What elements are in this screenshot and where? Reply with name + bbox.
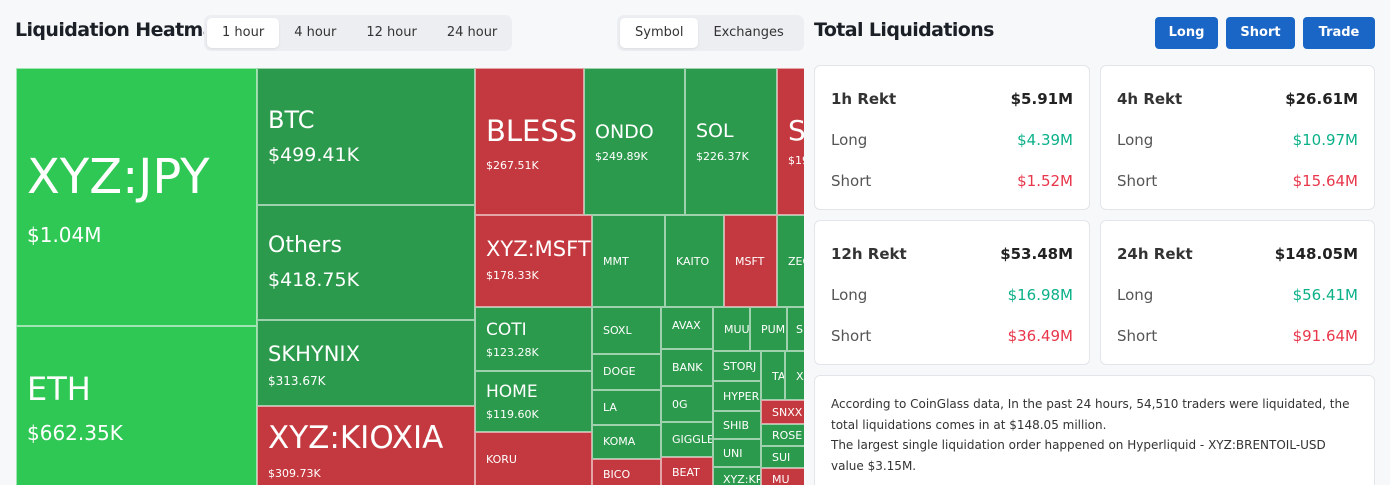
long-label: Long [1117,286,1154,304]
long-label: Long [831,286,868,304]
heatmap-tile[interactable]: STORJ [713,351,761,381]
heatmap-tile[interactable]: AVAX [661,307,713,349]
tab-4-hour[interactable]: 4 hour [294,25,337,40]
card-label: 24h Rekt [1117,245,1193,263]
total-liquidations-title: Total Liquidations [814,19,994,41]
card-label: 4h Rekt [1117,90,1183,108]
view-selector: Symbol Exchanges [617,15,804,51]
card-total: $5.91M [1010,90,1073,108]
liquidation-summary: According to CoinGlass data, In the past… [814,375,1375,485]
heatmap-tile[interactable]: 0G [661,386,713,422]
rekt-card-24h: 24h Rekt $148.05M Long $56.41M Short $91.64… [1100,220,1375,365]
heatmap-tile[interactable]: ZEC [777,215,804,307]
heatmap-tile[interactable]: SHIB [713,411,761,439]
card-label: 12h Rekt [831,245,907,263]
heatmap-tile[interactable]: UNI [713,439,761,467]
short-label: Short [831,327,872,345]
heatmap-tile[interactable]: MU [761,468,804,485]
heatmap-tile[interactable]: KOMA [592,425,661,459]
tab-symbol[interactable]: Symbol [620,18,699,48]
heatmap-tile[interactable]: KORU [475,432,592,485]
heatmap-tile[interactable]: ONDO $249.89K [584,68,685,215]
heatmap-tile[interactable]: ETH $662.35K [16,326,257,485]
heatmap-tile[interactable]: HOME $119.60K [475,371,592,432]
heatmap-tile[interactable]: BTC $499.41K [257,68,475,205]
short-label: Short [831,172,872,190]
long-value: $10.97M [1292,131,1358,149]
summary-largest-order: The largest single liquidation order hap… [831,438,1326,473]
heatmap-tile[interactable]: XYZ:MSFT $178.33K [475,215,592,307]
long-button[interactable]: Long [1155,17,1218,49]
heatmap-tile[interactable]: COTI $123.28K [475,307,592,371]
heatmap-tile[interactable]: SOXL [592,307,661,354]
summary-text: According to CoinGlass data, In the past… [831,397,1350,432]
card-total: $53.48M [1000,245,1073,263]
heatmap-tile[interactable]: S [787,307,804,351]
card-label: 1h Rekt [831,90,897,108]
heatmap-tile[interactable]: HYPER [713,381,761,411]
trade-button[interactable]: Trade [1303,17,1375,49]
short-value: $91.64M [1292,327,1358,345]
heatmap-tile[interactable]: TA [761,351,785,400]
rekt-card-4h: 4h Rekt $26.61M Long $10.97M Short $15.64M [1100,65,1375,210]
heatmap-tile[interactable]: PUMP [750,307,787,351]
tab-exchanges[interactable]: Exchanges [713,25,784,40]
heatmap-tile[interactable]: XA [785,351,804,400]
short-value: $1.52M [1017,172,1073,190]
long-value: $16.98M [1007,286,1073,304]
heatmap-tile[interactable]: XYZ:JPY $1.04M [16,68,257,326]
long-label: Long [1117,131,1154,149]
heatmap-tile[interactable]: ROSE [761,424,804,446]
heatmap-tile[interactable]: DOGE [592,354,661,390]
long-value: $56.41M [1292,286,1358,304]
heatmap-tile[interactable]: SNXX [761,400,804,424]
heatmap-tile[interactable]: BANK [661,349,713,386]
short-button[interactable]: Short [1226,17,1295,49]
heatmap-tile[interactable]: Others $418.75K [257,205,475,320]
heatmap-tile[interactable]: BICO [592,459,661,485]
heatmap-tile[interactable]: LA [592,390,661,425]
heatmap-tile[interactable]: S $19 [777,68,804,215]
short-label: Short [1117,327,1158,345]
heatmap-tile[interactable]: GIGGLE [661,422,713,457]
short-value: $15.64M [1292,172,1358,190]
heatmap-tile[interactable]: BEAT [661,457,713,485]
liquidation-heatmap: XYZ:JPY $1.04M ETH $662.35K BTC $499.41K… [16,68,804,485]
heatmap-tile[interactable]: MSFT [724,215,777,307]
heatmap-tile[interactable]: SOL $226.37K [685,68,777,215]
heatmap-tile[interactable]: MUU [713,307,750,351]
heatmap-tile[interactable]: XYZ:KR [713,467,761,485]
timeframe-selector: 1 hour 4 hour 12 hour 24 hour [204,15,512,51]
heatmap-tile[interactable]: XYZ:KIOXIA $309.73K [257,406,475,485]
tab-1-hour[interactable]: 1 hour [207,18,280,48]
heatmap-title: Liquidation Heatmap [15,19,229,41]
tab-12-hour[interactable]: 12 hour [366,25,417,40]
card-total: $26.61M [1285,90,1358,108]
heatmap-tile[interactable]: MMT [592,215,665,307]
heatmap-tile[interactable]: KAITO [665,215,724,307]
heatmap-tile[interactable]: SUI [761,446,804,468]
long-label: Long [831,131,868,149]
card-total: $148.05M [1274,245,1358,263]
rekt-card-1h: 1h Rekt $5.91M Long $4.39M Short $1.52M [814,65,1090,210]
heatmap-tile[interactable]: BLESS $267.51K [475,68,584,215]
short-value: $36.49M [1007,327,1073,345]
rekt-card-12h: 12h Rekt $53.48M Long $16.98M Short $36.49M [814,220,1090,365]
heatmap-tile[interactable]: SKHYNIX $313.67K [257,320,475,406]
long-value: $4.39M [1017,131,1073,149]
tab-24-hour[interactable]: 24 hour [446,25,498,40]
short-label: Short [1117,172,1158,190]
